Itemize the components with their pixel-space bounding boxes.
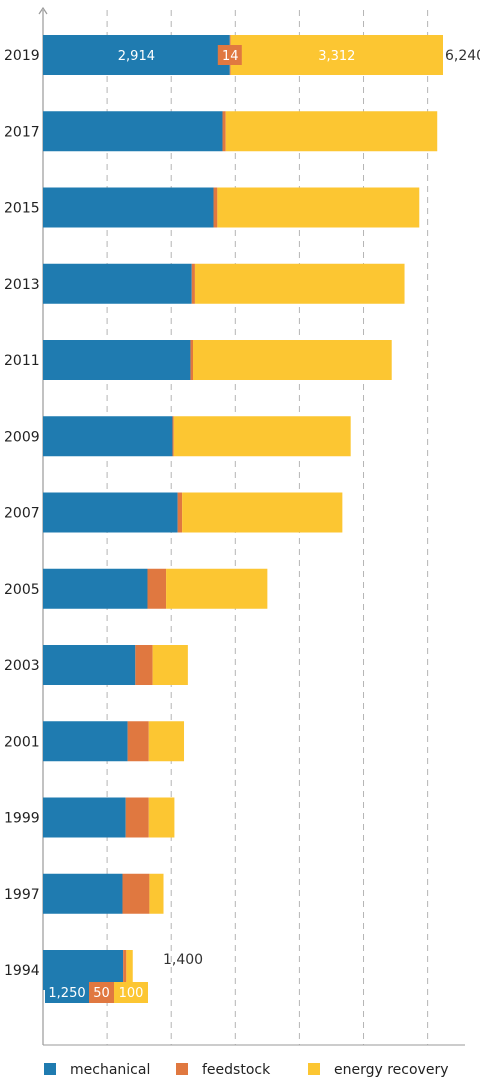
bar-energy-recovery-2019 (230, 35, 443, 75)
category-labels: 2019 2017 2015 2013 2011 2009 2007 2005 2003 2001… (4, 48, 40, 979)
legend-swatch-energy-recovery (308, 1063, 320, 1075)
bar-feedstock-2017 (222, 111, 226, 152)
bar-feedstock-1997 (122, 873, 150, 914)
total-label-2019: 6,240 (445, 48, 480, 64)
label-chip (45, 982, 89, 1003)
label-chip (89, 982, 114, 1003)
bar-feedstock-2009 (172, 416, 174, 457)
axis-arrow (38, 6, 48, 15)
data-label: 50 (93, 986, 110, 1001)
bar-energy-recovery-2015 (217, 187, 420, 228)
bar-energy-recovery-1999 (148, 797, 175, 838)
data-label: 2,914 (118, 49, 155, 64)
bar-feedstock-2013 (191, 263, 195, 304)
year-label-2011: 2011 (4, 353, 40, 369)
bar-mechanical-2011 (43, 340, 191, 380)
bar-feedstock-2015 (213, 187, 218, 228)
bar-mechanical-2009 (43, 416, 173, 457)
bar-mechanical-2019 (43, 35, 230, 75)
bar-energy-recovery-1994 (126, 950, 133, 990)
year-label-1994: 1994 (4, 963, 40, 979)
total-label-1994: 1,400 (163, 952, 203, 968)
bar-mechanical-2007 (43, 492, 178, 533)
bar-energy-recovery-2005 (166, 568, 268, 609)
data-label: 3,312 (318, 49, 355, 64)
bar-mechanical-1997 (43, 873, 123, 914)
year-label-2003: 2003 (4, 658, 40, 674)
data-label: 100 (119, 986, 144, 1001)
legend: mechanical feedstock energy recovery (44, 1062, 449, 1078)
bar-mechanical-1999 (43, 797, 126, 838)
data-label: 14 (222, 49, 239, 64)
bar-energy-recovery-2011 (193, 340, 392, 380)
bar-mechanical-2001 (43, 721, 128, 762)
legend-label-energy-recovery: energy recovery (334, 1062, 449, 1078)
bar-energy-recovery-2007 (182, 492, 343, 533)
bar-feedstock-2007 (177, 492, 183, 533)
year-label-1999: 1999 (4, 811, 40, 827)
bar-mechanical-2015 (43, 187, 214, 228)
bar-energy-recovery-1997 (149, 873, 164, 914)
bar-feedstock-1999 (125, 797, 149, 838)
year-label-2015: 2015 (4, 201, 40, 217)
bar-feedstock-2005 (147, 568, 167, 609)
bar-energy-recovery-2017 (225, 111, 438, 152)
bar-mechanical-2017 (43, 111, 223, 152)
year-label-2009: 2009 (4, 429, 40, 445)
bar-feedstock-2001 (127, 721, 149, 762)
legend-label-mechanical: mechanical (70, 1062, 150, 1078)
year-label-1997: 1997 (4, 887, 40, 903)
year-label-2005: 2005 (4, 582, 40, 598)
legend-swatch-feedstock (176, 1063, 188, 1075)
year-label-2017: 2017 (4, 124, 40, 140)
bar-energy-recovery-2001 (148, 721, 185, 762)
year-label-2001: 2001 (4, 734, 40, 750)
data-label: 1,250 (48, 986, 85, 1001)
year-label-2019: 2019 (4, 48, 40, 64)
bar-mechanical-2013 (43, 263, 192, 304)
label-box-feedstock (217, 45, 242, 65)
bar-feedstock-1994 (123, 950, 127, 990)
bar-energy-recovery-2013 (194, 263, 405, 304)
year-label-2013: 2013 (4, 277, 40, 293)
legend-label-feedstock: feedstock (202, 1062, 271, 1078)
bar-energy-recovery-2003 (152, 645, 188, 685)
bar-energy-recovery-2009 (173, 416, 351, 457)
bar-feedstock-2003 (135, 645, 153, 685)
data-labels: 2,914 14 3,312 6,240 1,250 50 100 1,400 (45, 45, 480, 1003)
legend-swatch-mechanical (44, 1063, 56, 1075)
bars (43, 35, 443, 990)
bar-feedstock-2011 (190, 340, 193, 380)
label-chip (114, 982, 148, 1003)
bar-mechanical-2005 (43, 568, 148, 609)
bar-mechanical-2003 (43, 645, 136, 685)
year-label-2007: 2007 (4, 506, 40, 522)
